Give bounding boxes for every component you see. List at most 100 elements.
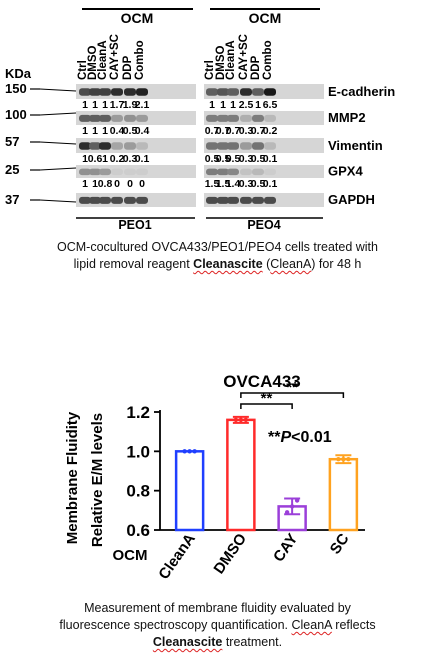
x-category-label: CleanA: [155, 530, 199, 582]
p-value-threshold: <0.01: [291, 429, 332, 446]
blot-band: [227, 142, 239, 150]
chart-title: OVCA433: [223, 372, 300, 391]
blot-band: [227, 196, 239, 204]
band-ratio: 1: [82, 125, 88, 137]
protein-label: GAPDH: [328, 192, 375, 207]
caption-text: ) for 48 h: [311, 257, 362, 271]
blot-band: [136, 196, 148, 204]
blot-band: [264, 142, 276, 150]
data-point: [346, 457, 351, 462]
band-ratio: 0.1: [135, 153, 150, 165]
blot-band: [252, 196, 264, 204]
band-ratio: 0.7: [226, 125, 241, 137]
band-ratio: 1: [102, 125, 108, 137]
y-tick-label: 0.6: [126, 521, 150, 540]
band-ratio: 0.8: [98, 178, 113, 190]
band-ratio: 0.7: [216, 125, 231, 137]
blot-band: [217, 88, 229, 96]
band-ratio: 0.5: [123, 125, 138, 137]
blot-band: [252, 88, 264, 96]
blot-band: [136, 114, 148, 122]
bar: [174, 450, 205, 532]
marker-label: 150: [5, 81, 27, 96]
lane-label: DDP: [122, 55, 134, 80]
blot-band: [240, 114, 252, 122]
band-ratio: 2.5: [239, 99, 254, 111]
blot-band: [111, 114, 123, 122]
blot-band: [89, 168, 101, 176]
band-ratio: 6.5: [263, 99, 278, 111]
protein-label: Vimentin: [328, 138, 383, 153]
caption-bold-term: Cleanascite: [193, 257, 263, 271]
data-point: [284, 510, 290, 515]
band-ratio: 1: [82, 178, 88, 190]
y-tick-label: 1.0: [126, 442, 150, 461]
blot-band: [99, 142, 111, 150]
blot-band: [264, 114, 276, 122]
cell-line-peo1: PEO1: [118, 218, 151, 230]
caption-chart-line1: Measurement of membrane fluidity evaluat…: [84, 601, 351, 615]
blot-band: [89, 88, 101, 96]
protein-label: E-cadherin: [328, 84, 395, 99]
band-ratio: 1: [82, 153, 88, 165]
data-point: [187, 449, 192, 454]
caption-blot: OCM-cocultured OVCA433/PEO1/PEO4 cells t…: [0, 239, 435, 273]
membrane-fluidity-chart: OVCA433 Membrane Fluidity Relative E/M l…: [64, 372, 365, 583]
blot-band: [264, 196, 276, 204]
blot-band: [240, 168, 252, 176]
blot-band: [217, 196, 229, 204]
blot-band: [206, 88, 218, 96]
protein-label: MMP2: [328, 110, 366, 125]
blot-band: [79, 168, 91, 176]
blot-band: [99, 196, 111, 204]
blot-band: [124, 196, 136, 204]
blot-band: [79, 196, 91, 204]
significance-stars: **: [286, 379, 298, 396]
lane-label: DMSO: [87, 45, 99, 80]
lane-label: Combo: [134, 40, 146, 80]
blot-band: [111, 88, 123, 96]
data-point: [341, 457, 346, 462]
band-ratio: 0.3: [239, 125, 254, 137]
data-point: [294, 498, 300, 503]
band-ratio: 1: [255, 99, 261, 111]
band-ratio: 0.3: [123, 153, 138, 165]
band-ratio: 1.7: [110, 99, 125, 111]
blot-band: [206, 142, 218, 150]
caption-text: (: [262, 257, 271, 271]
blot-band: [89, 196, 101, 204]
y-tick-label: 0.8: [126, 482, 150, 501]
y-axis-label: Relative E/M levels: [89, 413, 106, 547]
band-ratio: 1: [92, 178, 98, 190]
blot-band: [124, 168, 136, 176]
band-ratio: 0.2: [110, 153, 125, 165]
blot-band: [240, 196, 252, 204]
band-ratio: 1: [102, 153, 108, 165]
caption-blot-line1: OCM-cocultured OVCA433/PEO1/PEO4 cells t…: [57, 240, 378, 254]
data-point: [182, 449, 187, 454]
blot-band: [227, 88, 239, 96]
lane-label: CleanA: [97, 40, 109, 80]
blot-band: [124, 88, 136, 96]
blot-band: [124, 114, 136, 122]
blot-band: [264, 168, 276, 176]
band-ratio: 0.4: [135, 125, 150, 137]
band-ratio: 0.5: [205, 153, 220, 165]
caption-abbrev: CleanA: [270, 257, 312, 271]
lane-label: CAY+SC: [109, 34, 121, 80]
y-tick-label: 1.2: [126, 403, 150, 422]
bar: [226, 418, 256, 532]
band-ratio: 1: [220, 99, 226, 111]
protein-label: GPX4: [328, 163, 363, 178]
band-ratio: 0: [127, 178, 133, 190]
band-ratio: 0.5: [251, 153, 266, 165]
blot-band: [111, 168, 123, 176]
blot-band: [136, 88, 148, 96]
band-ratio: 1: [209, 99, 215, 111]
lane-label: Ctrl: [77, 60, 89, 80]
blot-band: [264, 88, 276, 96]
band-ratio: 0.5: [251, 178, 266, 190]
